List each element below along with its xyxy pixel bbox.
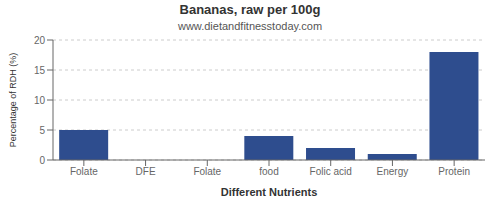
svg-text:Energy: Energy <box>377 166 409 177</box>
svg-text:Folic acid: Folic acid <box>310 166 352 177</box>
svg-text:15: 15 <box>34 65 46 76</box>
svg-text:Percentage of RDH (%): Percentage of RDH (%) <box>8 53 18 148</box>
svg-text:food: food <box>259 166 278 177</box>
svg-text:0: 0 <box>39 155 45 166</box>
svg-text:20: 20 <box>34 35 46 46</box>
svg-text:Different Nutrients: Different Nutrients <box>221 186 318 198</box>
svg-text:10: 10 <box>34 95 46 106</box>
svg-text:Protein: Protein <box>438 166 470 177</box>
svg-text:Folate: Folate <box>193 166 221 177</box>
svg-text:5: 5 <box>39 125 45 136</box>
svg-text:Folate: Folate <box>70 166 98 177</box>
html-text:Bananas, raw per 100g: Bananas, raw per 100g <box>179 2 321 17</box>
html-text:www.dietandfitnesstoday.com: www.dietandfitnesstoday.com <box>178 20 322 32</box>
svg-text:DFE: DFE <box>136 166 156 177</box>
